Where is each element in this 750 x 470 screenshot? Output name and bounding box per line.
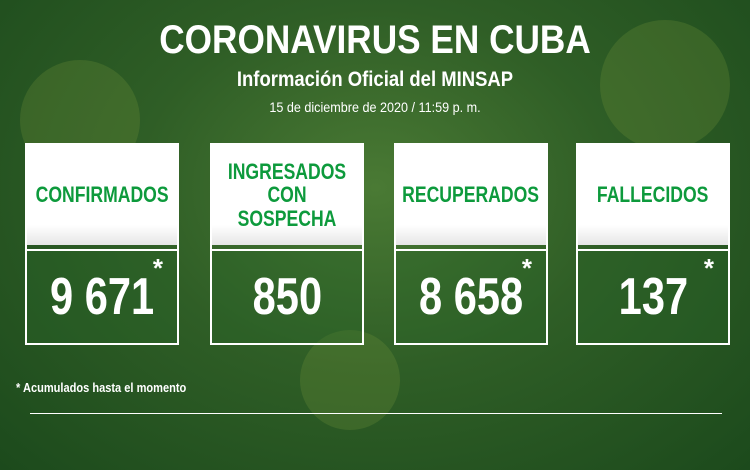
- card-value: 8 658: [418, 268, 524, 326]
- card-label: CONFIRMADOS: [35, 182, 169, 208]
- card-confirmados: CONFIRMADOS 9 671 *: [25, 143, 179, 345]
- card-recuperados: RECUPERADOS 8 658 *: [394, 143, 548, 345]
- asterisk: *: [521, 253, 532, 283]
- card-ingresados: INGRESADOS CON SOSPECHA 850: [210, 143, 364, 345]
- asterisk: *: [703, 253, 714, 283]
- asterisk: *: [152, 253, 163, 283]
- divider: [30, 413, 722, 414]
- page-subtitle: Información Oficial del MINSAP: [236, 68, 514, 91]
- card-value: 850: [252, 268, 322, 326]
- card-label: RECUPERADOS: [402, 182, 540, 208]
- report-date: 15 de diciembre de 2020 / 11:59 p. m.: [269, 99, 481, 115]
- card-label: INGRESADOS CON SOSPECHA: [227, 159, 347, 231]
- card-fallecidos: FALLECIDOS 137 *: [576, 143, 730, 345]
- virus-decoration: [600, 20, 730, 150]
- page-title: CORONAVIRUS EN CUBA: [159, 18, 591, 62]
- card-value: 9 671: [49, 268, 155, 326]
- card-label: FALLECIDOS: [597, 182, 709, 208]
- card-value: 137: [618, 268, 688, 326]
- virus-decoration: [300, 330, 400, 430]
- footnote: * Acumulados hasta el momento: [16, 380, 187, 395]
